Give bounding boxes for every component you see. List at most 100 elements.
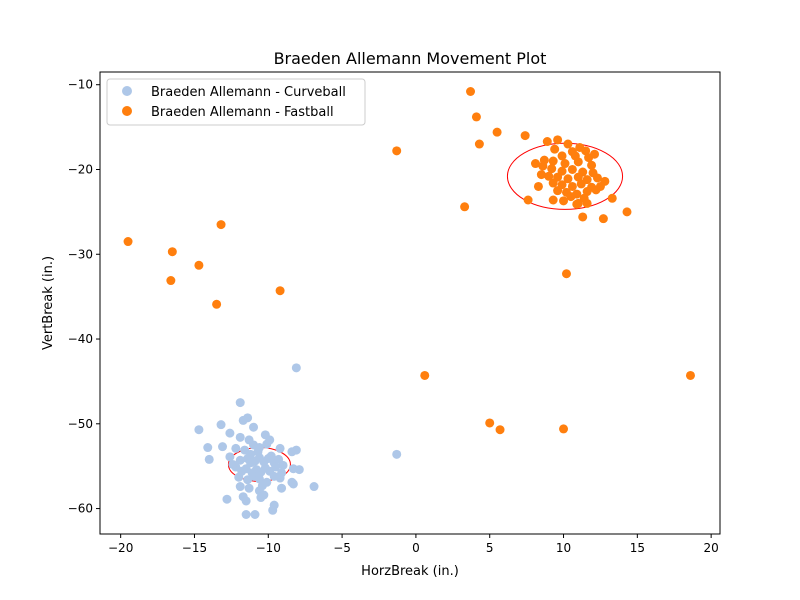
fastball-point (598, 214, 608, 224)
fastball-point (548, 178, 558, 188)
fastball-point (553, 135, 563, 145)
y-tick-label: −60 (68, 502, 93, 516)
fastball-point (559, 196, 569, 206)
curveball-point (241, 510, 251, 520)
x-tick-label: −20 (108, 541, 133, 555)
legend-marker-fastball (122, 106, 132, 116)
fastball-point (492, 127, 502, 137)
curveball-point (244, 483, 254, 493)
legend-label-curveball: Braeden Allemann - Curveball (151, 85, 346, 100)
curveball-point (194, 425, 204, 435)
fastball-point (536, 170, 546, 180)
curveball-point (235, 398, 245, 408)
curveball-point (392, 449, 402, 459)
curveball-point (262, 439, 272, 449)
plot-frame (99, 71, 721, 535)
curveball-point (204, 454, 214, 464)
fastball-point (550, 144, 560, 154)
curveball-point (235, 482, 245, 492)
fastball-point (194, 260, 204, 270)
curveball-point (246, 449, 256, 459)
curveball-point (277, 483, 287, 493)
legend: Braeden Allemann - Curveball Braeden All… (106, 78, 366, 126)
y-tick-label: −50 (68, 417, 93, 431)
curveball-point (203, 443, 213, 453)
legend-label-fastball: Braeden Allemann - Fastball (151, 105, 334, 120)
fastball-point (567, 164, 577, 174)
fastball-point (559, 424, 569, 434)
fastball-point (275, 286, 285, 296)
fastball-point (495, 425, 505, 435)
fastball-point (573, 157, 583, 167)
curveball-point (309, 482, 319, 492)
fastball-point (572, 199, 582, 209)
y-axis-ticks: −60 −50 −40 −30 −20 −10 (68, 78, 100, 516)
fastball-point (216, 220, 226, 230)
fastball-point (523, 195, 533, 205)
fastball-point (548, 156, 558, 166)
curveball-point (271, 462, 281, 472)
x-tick-label: 10 (556, 541, 571, 555)
fastball-point (547, 164, 557, 174)
x-tick-label: −10 (256, 541, 281, 555)
y-tick-label: −20 (68, 162, 93, 176)
fastball-point (392, 146, 402, 156)
fastball-point (567, 181, 577, 191)
y-tick-label: −30 (68, 247, 93, 261)
fastball-point (576, 179, 586, 189)
fastball-point (557, 180, 567, 190)
curveball-point (268, 505, 278, 515)
x-tick-label: −15 (182, 541, 207, 555)
fastball-point (581, 146, 591, 156)
fastball-point (471, 112, 481, 122)
curveball-point (291, 445, 301, 455)
fastball-point (578, 212, 588, 222)
legend-marker-curveball (122, 86, 132, 96)
fastball-point (563, 139, 573, 149)
fastball-point (561, 269, 571, 279)
curveball-point (291, 363, 301, 373)
curveball-point (228, 459, 238, 469)
fastball-point (485, 418, 495, 428)
curveball-point (235, 432, 245, 442)
points-layer (123, 86, 695, 520)
curveball-point (225, 452, 235, 462)
fastball-point (557, 151, 567, 161)
curveball-point (254, 474, 264, 484)
x-tick-label: 0 (412, 541, 420, 555)
fastball-point (592, 173, 602, 183)
fastball-point (212, 299, 222, 309)
curveball-point (222, 494, 232, 504)
fastball-point (591, 185, 601, 195)
curveball-point (275, 443, 285, 453)
curveball-point (275, 473, 285, 483)
chart-title: Braeden Allemann Movement Plot (274, 49, 547, 68)
curveball-point (238, 415, 248, 425)
fastball-point (538, 161, 548, 171)
fastball-point (560, 159, 570, 169)
y-axis-label: VertBreak (in.) (41, 256, 56, 350)
fastball-point (582, 187, 592, 197)
fastball-point (123, 237, 133, 247)
fastball-point (167, 247, 177, 257)
fastball-point (474, 139, 484, 149)
fastball-point (533, 181, 543, 191)
y-tick-label: −10 (68, 78, 93, 92)
fastball-point (166, 276, 176, 286)
fastball-point (582, 198, 592, 208)
fastball-point (622, 207, 632, 217)
curveball-point (253, 447, 263, 457)
curveball-point (266, 451, 276, 461)
curveball-point (216, 420, 226, 430)
curveball-point (288, 479, 298, 489)
curveball-point (218, 442, 228, 452)
plot-area (100, 72, 720, 534)
fastball-point (530, 159, 540, 169)
fastball-point (607, 193, 617, 203)
x-tick-label: 5 (486, 541, 494, 555)
curveball-point (294, 465, 304, 475)
curveball-point (225, 428, 235, 438)
legend-box (106, 78, 366, 126)
fastball-point (685, 370, 695, 380)
